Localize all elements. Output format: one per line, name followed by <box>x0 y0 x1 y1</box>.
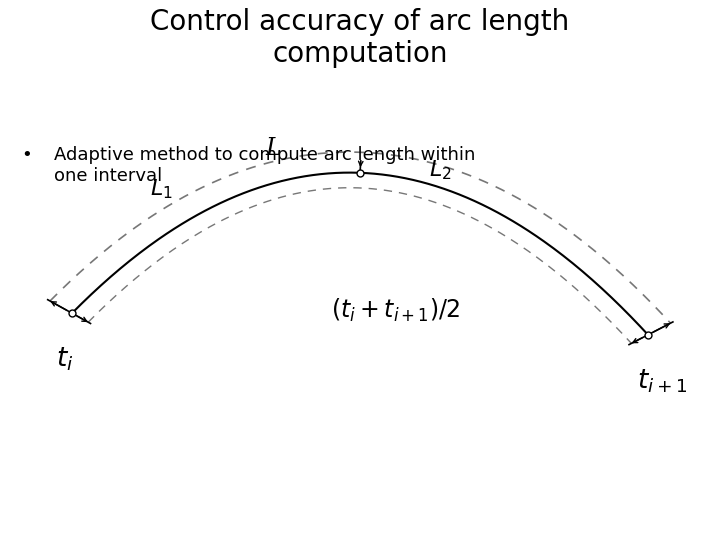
Text: $( \mathit{t}_i + \mathit{t}_{i+1})/2$: $( \mathit{t}_i + \mathit{t}_{i+1})/2$ <box>331 297 461 324</box>
Text: L: L <box>265 137 281 160</box>
Text: $L_1$: $L_1$ <box>150 178 173 201</box>
Text: Adaptive method to compute arc length within
one interval: Adaptive method to compute arc length wi… <box>54 146 475 185</box>
Text: $\mathit{t}_i$: $\mathit{t}_i$ <box>56 346 73 373</box>
Text: $\mathit{t}_{i+1}$: $\mathit{t}_{i+1}$ <box>637 367 688 395</box>
Text: Control accuracy of arc length
computation: Control accuracy of arc length computati… <box>150 8 570 69</box>
Text: $L_2$: $L_2$ <box>429 158 452 182</box>
Text: •: • <box>22 146 32 164</box>
